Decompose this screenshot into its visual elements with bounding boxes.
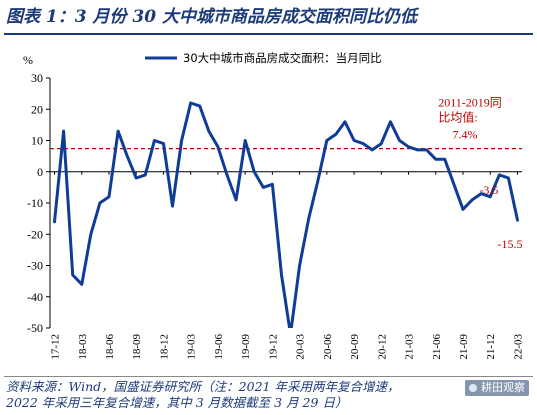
x-tick-label: 18-12 [158,334,170,360]
legend-label: 30大中城市商品房成交面积：当月同比 [183,51,382,65]
reference-value-label: 7.4% [453,128,478,142]
y-tick-label: -30 [27,259,43,273]
y-tick-label: 20 [31,102,43,116]
line-chart: % -50 -40 -30 -20 -10 0 10 20 30 17-12 18-03 18-06 18… [0,36,537,374]
x-tick-label: 19-12 [267,334,279,360]
y-tick-label: -10 [27,196,43,210]
y-tick-label: 30 [31,71,43,85]
watermark: 耕田观察 [465,380,529,396]
x-tick-label: 19-06 [213,334,225,360]
x-tick-label: 20-03 [295,334,307,360]
x-tick-label: 18-06 [104,334,116,360]
reference-label-line-2: 比均值: [438,110,477,125]
x-tick-label: 21-09 [458,334,470,360]
reference-label-line-1: 2011-2019同 [438,96,502,110]
x-tick-label: 21-03 [404,334,416,360]
x-tick-label: 19-09 [240,334,252,360]
data-label: -3.5 [479,183,498,197]
y-axis-unit-label: % [23,53,33,67]
x-tick-label: 20-09 [349,334,361,360]
x-tick-label: 19-03 [186,334,198,360]
watermark-text: 耕田观察 [481,381,525,394]
title-divider [4,33,533,35]
chart-canvas: % -50 -40 -30 -20 -10 0 10 20 30 17-12 18-03 18-06 18… [23,51,524,360]
page-title: 图表 1：3 月份 30 大中城市商品房成交面积同比仍低 [6,7,417,27]
source-note-line-1: 资料来源：Wind，国盛证券研究所（注：2021 年采用两年复合增速， [6,379,400,394]
x-tick-label: 17-12 [50,334,62,360]
x-tick-label: 21-12 [485,334,497,360]
data-label: -15.5 [497,237,522,251]
source-note: 资料来源：Wind，国盛证券研究所（注：2021 年采用两年复合增速， 2022… [6,379,532,413]
series-line [53,101,519,328]
x-tick-label: 22-03 [512,334,524,360]
x-tick-label: 18-09 [131,334,143,360]
y-tick-label: -50 [27,321,43,335]
y-tick-label: 0 [37,165,43,179]
y-tick-label: -20 [27,227,43,241]
y-tick-label: 10 [31,134,43,148]
x-tick-label: 20-06 [322,334,334,360]
footer-divider [4,376,533,377]
watermark-icon [469,384,477,392]
x-tick-label: 18-03 [77,334,89,360]
y-tick-label: -40 [27,290,43,304]
x-tick-label: 20-12 [376,334,388,360]
source-note-line-2: 2022 年采用三年复合增速，其中 3 月数据截至 3 月 29 日） [6,395,348,410]
x-tick-label: 21-06 [431,334,443,360]
